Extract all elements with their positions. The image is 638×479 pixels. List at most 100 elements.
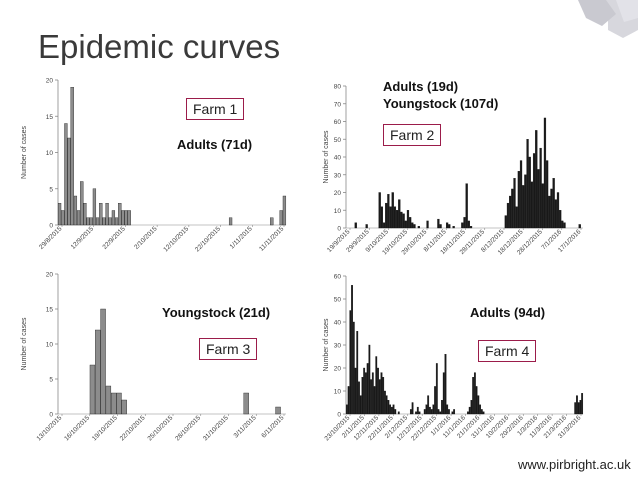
farm2-annotation-line2: Youngstock (107d) — [383, 96, 499, 111]
farm4-bar — [482, 411, 485, 415]
farm4-ytick-label: 30 — [334, 343, 342, 350]
farm3-ytick-label: 15 — [46, 307, 54, 314]
farm1-bar — [70, 87, 74, 226]
farm2-label-box: Farm 2 — [383, 124, 442, 146]
farm2-bar — [532, 153, 536, 229]
farm4-bar — [581, 393, 584, 415]
farm2-bar — [354, 222, 357, 229]
farm4-bar — [370, 379, 372, 415]
farm4-bar — [477, 395, 480, 415]
farm1-ytick-label: 15 — [46, 114, 54, 121]
farm2-bar — [535, 130, 538, 229]
farm4-ytick-label: 0 — [337, 412, 341, 419]
farm2-bar — [426, 220, 429, 229]
farm1-bar — [279, 210, 283, 226]
farm2-bar — [404, 220, 407, 229]
farm2-bar — [378, 192, 381, 229]
farm2-bar — [391, 192, 394, 229]
farm4-bar — [475, 386, 478, 415]
farm2-bar — [530, 181, 534, 229]
farm1-xtick-label: 12/9/2015 — [70, 225, 96, 251]
farm1-ytick-label: 0 — [49, 223, 53, 230]
farm4-bar — [576, 395, 578, 415]
farm4-bar — [446, 404, 449, 415]
farm4-ytick-label: 10 — [334, 389, 342, 396]
farm4-bar — [468, 406, 471, 415]
farm2-bar — [548, 195, 551, 229]
farm4-ytick-label: 60 — [334, 274, 342, 281]
farm4-bar — [415, 411, 417, 415]
farm2-bar — [400, 211, 403, 229]
farm3-bar — [275, 406, 281, 415]
farm2-bar — [385, 202, 388, 229]
farm4-bar — [389, 404, 392, 415]
farm2-ytick-label: 70 — [334, 101, 342, 108]
farm3-ytick-label: 20 — [46, 272, 54, 279]
farm2-bar — [380, 206, 383, 229]
farm3-bar — [100, 308, 106, 415]
farm3-bar — [110, 392, 117, 415]
farm1-bar — [102, 217, 106, 226]
farm2-bar — [511, 188, 514, 229]
farm2-bar — [452, 226, 455, 229]
farm2-ytick-label: 50 — [334, 137, 342, 144]
farm2-bar — [539, 147, 542, 229]
farm1-xtick-label: 22/10/2015 — [194, 225, 222, 253]
farm1-bar — [80, 181, 84, 226]
farm2-bar — [398, 199, 401, 229]
chart-farm4: Number of cases 0 10 20 30 40 50 60 23/10/2015 2/… — [320, 266, 595, 442]
farm4-bar — [472, 377, 475, 415]
farm2-bar — [417, 226, 420, 229]
farm4-bar — [387, 400, 390, 415]
farm4-bar — [444, 354, 447, 415]
farm4-bar — [453, 409, 456, 415]
farm2-ytick-label: 0 — [337, 226, 341, 233]
farm4-ytick-label: 20 — [334, 366, 342, 373]
farm3-bar — [89, 364, 96, 415]
farm3-xtick-label: 16/10/2015 — [63, 414, 91, 442]
farm4-bar — [416, 406, 419, 415]
farm2-bar — [554, 199, 557, 229]
farm1-annotation: Adults (71d) — [177, 137, 253, 152]
farm2-bar — [552, 178, 555, 229]
farm1-ylabel: Number of cases — [21, 126, 28, 179]
farm4-bar — [579, 400, 582, 415]
farm2-bar — [467, 220, 470, 229]
farm2-bar — [413, 224, 416, 229]
farm4-bar — [577, 402, 580, 415]
farm4-bar — [435, 363, 438, 415]
farm4-bar — [470, 400, 473, 415]
farm1-bar — [89, 217, 93, 226]
farm1-bar — [95, 217, 100, 226]
farm2-bar — [406, 210, 410, 229]
farm1-bar — [270, 217, 274, 226]
farm2-ytick-label: 40 — [334, 155, 342, 162]
farm2-bar — [365, 224, 368, 229]
farm1-label-box: Farm 1 — [186, 98, 245, 120]
farm4-bar — [425, 404, 428, 415]
farm2-bar — [515, 206, 518, 229]
farm2-bar — [439, 224, 442, 229]
farm2-bar — [393, 206, 397, 229]
farm1-xtick-label: 12/10/2015 — [162, 225, 190, 253]
farm3-bar — [116, 392, 122, 415]
farm4-bar — [423, 409, 426, 415]
farm4-bar — [351, 285, 353, 415]
farm1-bar — [67, 137, 71, 226]
farm1-bar — [76, 210, 81, 226]
farm2-bar — [445, 222, 449, 229]
farm1-xtick-label: 11/11/2015 — [258, 225, 286, 253]
farm4-bar — [375, 356, 378, 415]
farm3-label-box: Farm 3 — [199, 338, 258, 360]
farm2-bar — [550, 188, 553, 229]
farm1-bar — [108, 217, 112, 226]
farm2-bar — [546, 160, 549, 229]
farm1-bar — [127, 210, 131, 226]
farm3-bar — [95, 329, 101, 415]
farm4-bar — [429, 406, 431, 415]
farm2-bar — [387, 194, 390, 229]
farm1-bar — [124, 210, 128, 226]
